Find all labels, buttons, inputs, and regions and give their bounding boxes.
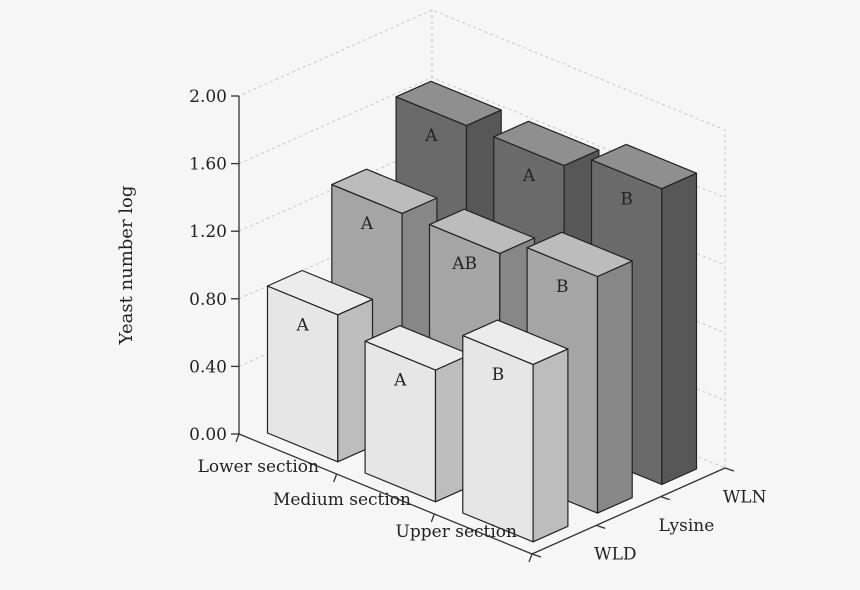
y-tick-label: 0.80 bbox=[189, 290, 227, 310]
depth-tick bbox=[724, 467, 735, 472]
x-tick-label: Medium section bbox=[273, 490, 411, 510]
x-tick-label: Upper section bbox=[396, 522, 517, 542]
depth-tick bbox=[660, 496, 670, 501]
y-axis-label: Yeast number log bbox=[116, 186, 137, 346]
depth-tick-label: Lysine bbox=[659, 516, 715, 536]
depth-tick bbox=[531, 553, 542, 558]
bar-top bbox=[590, 143, 698, 190]
bar-label: A bbox=[393, 371, 407, 391]
labels: 0.00 0.40 0.80 1.20 1.60 2.00 Yeast number log… bbox=[116, 87, 767, 565]
bar-top bbox=[266, 269, 374, 316]
bar-top bbox=[395, 80, 502, 127]
x-tick bbox=[235, 433, 240, 443]
y-tick-label: 0.40 bbox=[189, 357, 227, 377]
bar-label: B bbox=[620, 189, 633, 209]
bar-wld-1: A bbox=[266, 269, 374, 463]
wall-outline bbox=[238, 9, 726, 468]
bar-top bbox=[331, 168, 438, 214]
depth-tick-label: WLD bbox=[594, 545, 636, 565]
bar-side bbox=[596, 260, 633, 514]
bar-top bbox=[526, 231, 633, 278]
bar-label: AB bbox=[451, 254, 477, 274]
bar-label: A bbox=[522, 166, 536, 186]
x-tick bbox=[528, 553, 533, 563]
axes bbox=[231, 95, 735, 563]
y-tick-label: 2.00 bbox=[189, 87, 227, 107]
depth-tick bbox=[596, 524, 606, 529]
x-tick bbox=[333, 473, 338, 483]
x-tick-label: Lower section bbox=[198, 457, 319, 477]
bar-top bbox=[462, 319, 569, 365]
depth-axis bbox=[531, 467, 726, 555]
y-tick-label: 0.00 bbox=[189, 425, 227, 445]
bar-side bbox=[661, 172, 698, 486]
depth-tick-label: WLN bbox=[723, 487, 767, 507]
bar-label: A bbox=[360, 214, 374, 234]
y-tick-label: 1.60 bbox=[189, 155, 227, 175]
bar-label: B bbox=[492, 365, 505, 385]
bar-top bbox=[428, 208, 536, 254]
x-axis bbox=[238, 433, 533, 555]
bar-top bbox=[493, 120, 600, 167]
bar-side bbox=[532, 348, 569, 543]
bar-label: A bbox=[295, 315, 309, 335]
bar-wld-2: A bbox=[364, 325, 471, 503]
bar-front bbox=[266, 285, 339, 463]
bar-label: A bbox=[424, 126, 438, 146]
bar-label: B bbox=[556, 277, 569, 297]
x-tick bbox=[430, 513, 435, 523]
bar-wld-3: B bbox=[462, 319, 569, 543]
y-tick-label: 1.20 bbox=[189, 222, 227, 242]
